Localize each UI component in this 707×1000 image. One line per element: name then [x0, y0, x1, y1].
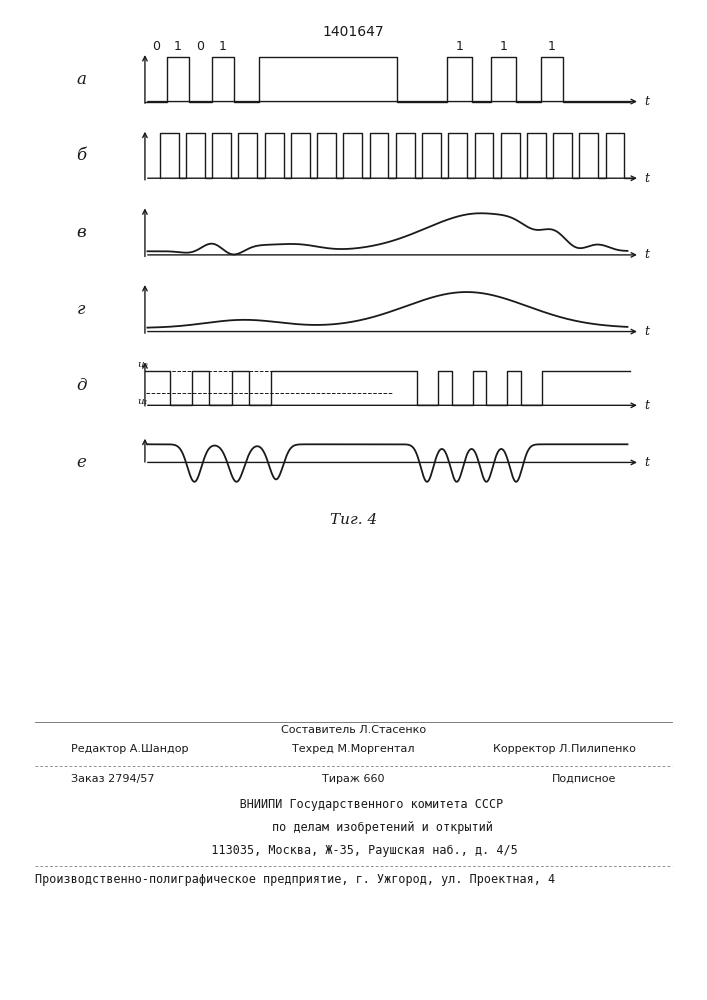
Text: 1: 1 [548, 40, 556, 53]
Text: Редактор А.Шандор: Редактор А.Шандор [71, 744, 188, 754]
Text: Производственно-полиграфическое предприятие, г. Ужгород, ул. Проектная, 4: Производственно-полиграфическое предприя… [35, 873, 556, 886]
Text: Техред М.Моргентал: Техред М.Моргентал [292, 744, 415, 754]
Text: г: г [77, 301, 86, 318]
Text: 113035, Москва, Ж-35, Раушская наб., д. 4/5: 113035, Москва, Ж-35, Раушская наб., д. … [189, 844, 518, 857]
Text: Тираж 660: Тираж 660 [322, 774, 385, 784]
Text: д: д [76, 377, 86, 394]
Text: 1: 1 [218, 40, 226, 53]
Text: Подписное: Подписное [551, 774, 616, 784]
Text: ВНИИПИ Государственного комитета СССР: ВНИИПИ Государственного комитета СССР [204, 798, 503, 811]
Text: б: б [76, 147, 86, 164]
Text: t: t [645, 456, 650, 469]
Text: t: t [645, 172, 650, 185]
Text: е: е [76, 454, 86, 471]
Text: 0: 0 [197, 40, 204, 53]
Text: t: t [645, 399, 650, 412]
Text: u₀: u₀ [138, 360, 148, 369]
Text: в: в [76, 224, 86, 241]
Text: 1: 1 [174, 40, 182, 53]
Text: Корректор Л.Пилипенко: Корректор Л.Пилипенко [493, 744, 636, 754]
Text: u₁: u₁ [138, 397, 148, 406]
Text: 1: 1 [455, 40, 463, 53]
Text: 0: 0 [152, 40, 160, 53]
Text: Заказ 2794/57: Заказ 2794/57 [71, 774, 154, 784]
Text: Τиг. 4: Τиг. 4 [330, 513, 377, 527]
Text: a: a [76, 71, 86, 88]
Text: Составитель Л.Стасенко: Составитель Л.Стасенко [281, 725, 426, 735]
Text: 1: 1 [500, 40, 508, 53]
Text: t: t [645, 325, 650, 338]
Text: по делам изобретений и открытий: по делам изобретений и открытий [214, 821, 493, 834]
Text: t: t [645, 248, 650, 261]
Text: t: t [645, 95, 650, 108]
Text: 1401647: 1401647 [322, 25, 385, 39]
